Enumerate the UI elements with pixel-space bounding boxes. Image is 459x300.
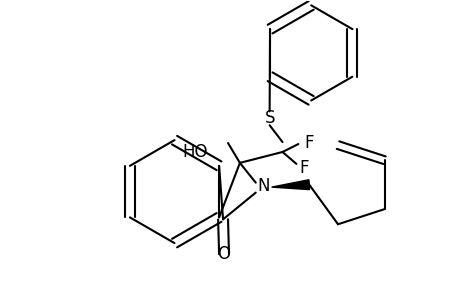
Text: O: O	[217, 245, 230, 263]
Text: F: F	[304, 134, 313, 152]
Text: F: F	[299, 159, 308, 177]
Text: N: N	[257, 177, 269, 195]
Text: S: S	[264, 109, 274, 127]
Polygon shape	[271, 180, 309, 190]
Text: HO: HO	[182, 143, 208, 161]
